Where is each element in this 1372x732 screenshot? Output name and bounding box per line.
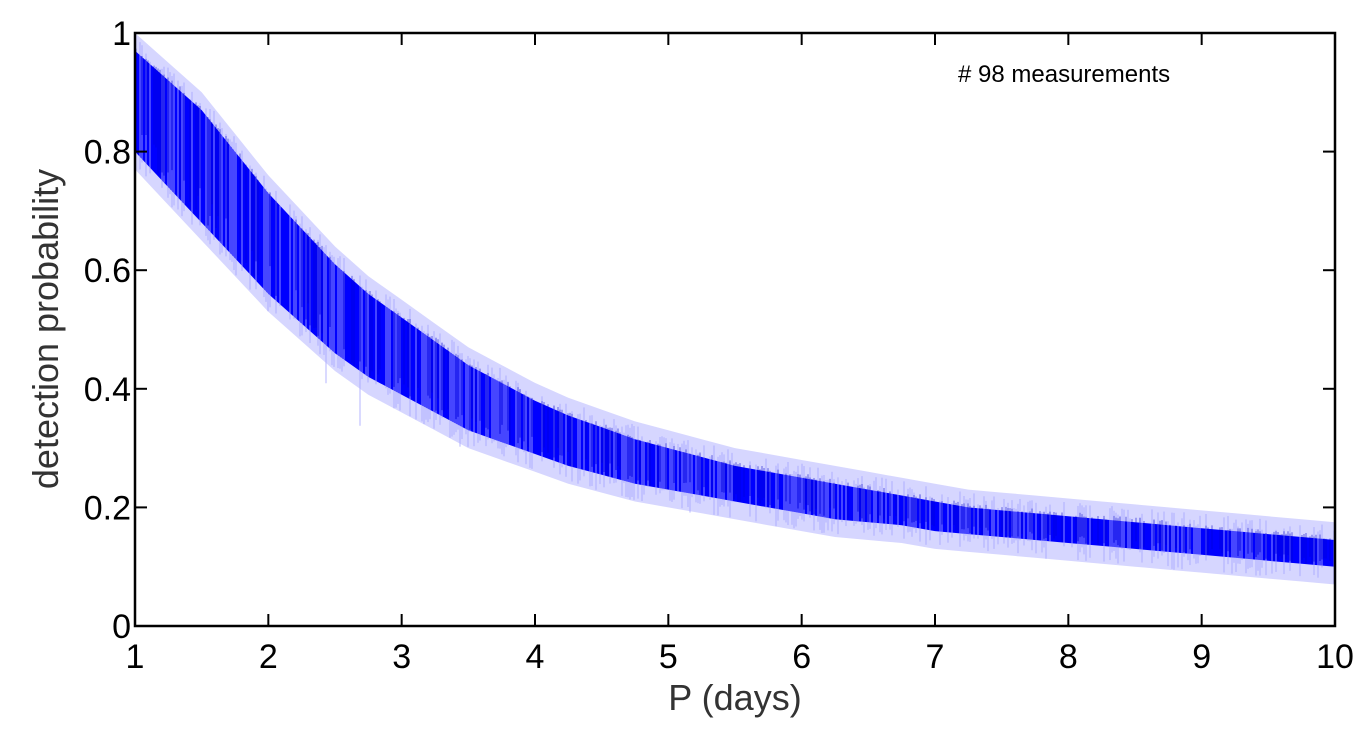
y-tick-label-0.6: 0.6 <box>84 252 131 290</box>
measurement-count-annotation: # 98 measurements <box>958 61 1170 88</box>
x-axis: 1 2 3 4 5 6 7 8 9 10 <box>126 33 1354 676</box>
x-tick-label-4: 4 <box>526 638 545 676</box>
x-tick-label-2: 2 <box>259 638 278 676</box>
x-tick-label-7: 7 <box>926 638 945 676</box>
y-tick-label-0.8: 0.8 <box>84 134 131 172</box>
x-tick-label-8: 8 <box>1059 638 1078 676</box>
series-band <box>135 50 1335 567</box>
y-tick-label-0: 0 <box>112 608 131 646</box>
plot-frame <box>133 31 1337 628</box>
x-tick-label-3: 3 <box>392 638 411 676</box>
x-tick-label-1: 1 <box>126 638 145 676</box>
y-axis: 0 0.2 0.4 0.6 0.8 1 <box>84 15 1335 646</box>
x-axis-title: P (days) <box>668 677 801 718</box>
y-tick-label-0.2: 0.2 <box>84 489 131 527</box>
series-spike-layer <box>135 42 1335 584</box>
y-tick-label-0.4: 0.4 <box>84 371 131 409</box>
y-tick-label-1: 1 <box>112 15 131 53</box>
y-axis-title: detection probability <box>25 169 66 489</box>
x-tick-label-10: 10 <box>1316 638 1354 676</box>
x-tick-label-5: 5 <box>659 638 678 676</box>
series-band-layer <box>135 33 1335 585</box>
x-tick-label-9: 9 <box>1192 638 1211 676</box>
x-tick-label-6: 6 <box>792 638 811 676</box>
